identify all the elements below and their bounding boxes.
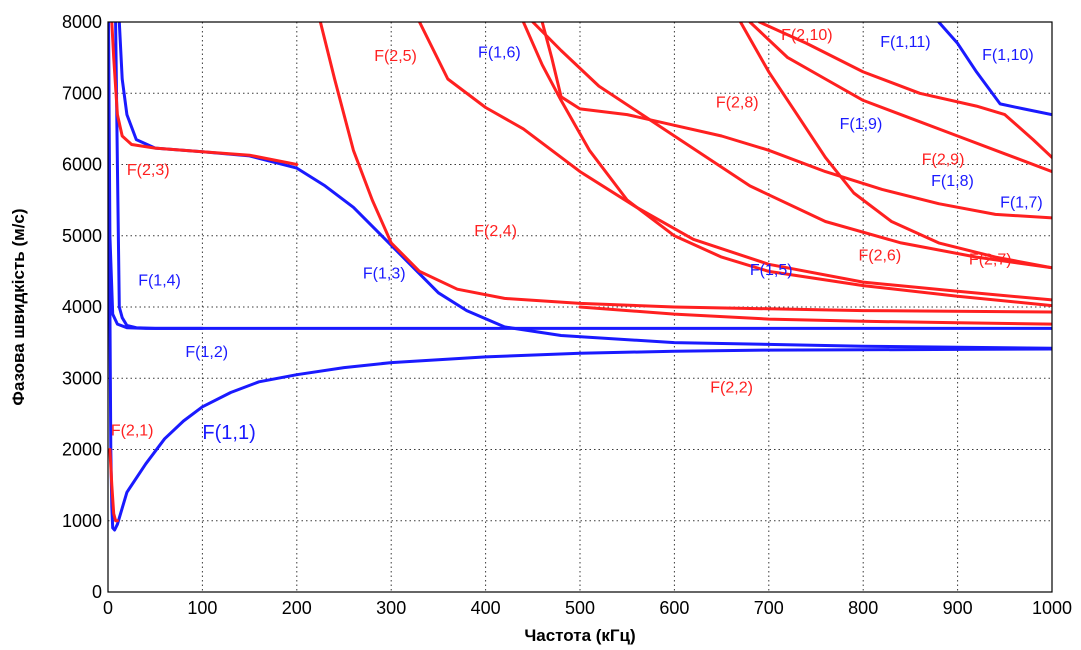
- ticks: 0 100 200 300 400 500 600 700 800 900 1000 0 1000 200…: [62, 12, 1072, 618]
- series-line-family2-11: [540, 22, 1052, 220]
- curve-label: F(2,3): [127, 162, 170, 179]
- x-tick-label: 700: [754, 598, 784, 618]
- series-line-family2-14: [757, 22, 1052, 159]
- series-line-family2-5: [108, 448, 119, 523]
- y-tick-label: 3000: [62, 368, 102, 388]
- series-line-family1-2: [114, 22, 204, 330]
- curve-label: F(1,10): [982, 47, 1034, 64]
- curve-label: F(2,10): [781, 27, 833, 44]
- y-tick-label: 1000: [62, 511, 102, 531]
- curve-label: F(1,7): [1000, 194, 1043, 211]
- series-line-family2-6: [110, 22, 299, 166]
- series-line-family1-3: [117, 22, 1052, 350]
- y-tick-label: 0: [92, 582, 102, 602]
- x-tick-label: 900: [943, 598, 973, 618]
- curve-label: F(2,8): [716, 95, 759, 112]
- x-tick-label: 0: [103, 598, 113, 618]
- series-line-family2-7: [318, 22, 1052, 314]
- curve-label: F(1,3): [363, 266, 406, 283]
- y-tick-label: 5000: [62, 226, 102, 246]
- x-tick-label: 500: [565, 598, 595, 618]
- series-line-family2-15: [578, 305, 1052, 326]
- x-tick-label: 100: [187, 598, 217, 618]
- curve-label: F(1,5): [750, 262, 793, 279]
- series-line-family2-10: [521, 22, 1052, 308]
- x-tick-label: 200: [282, 598, 312, 618]
- curve-labels: F(1,1) F(1,2) F(1,3) F(1,4) F(1,5) F(1,6) F(1,…: [111, 27, 1043, 444]
- x-tick-label: 800: [848, 598, 878, 618]
- y-tick-label: 8000: [62, 12, 102, 32]
- x-tick-label: 300: [376, 598, 406, 618]
- series-line-family2-13: [748, 22, 1052, 174]
- curve-label: F(2,5): [374, 48, 417, 65]
- curve-label: F(1,11): [880, 34, 930, 51]
- curve-label: F(1,8): [931, 173, 974, 190]
- y-tick-label: 6000: [62, 155, 102, 175]
- y-tick-label: 2000: [62, 440, 102, 460]
- y-axis-title: Фазова швидкість (м/с): [9, 208, 28, 405]
- x-tick-label: 600: [659, 598, 689, 618]
- curve-label: F(2,2): [710, 380, 753, 397]
- series-line-family1-4: [937, 22, 1052, 117]
- y-tick-label: 4000: [62, 297, 102, 317]
- x-tick-label: 1000: [1032, 598, 1072, 618]
- plot-frame: [107, 21, 1053, 593]
- curve-label: F(2,9): [922, 152, 965, 169]
- y-tick-label: 7000: [62, 83, 102, 103]
- curve-label: F(1,6): [478, 45, 521, 62]
- curve-label: F(2,6): [858, 248, 901, 265]
- curve-label: F(2,7): [969, 251, 1012, 268]
- x-axis-title: Частота (кГц): [524, 626, 635, 645]
- series-line-family2-9: [531, 22, 1052, 270]
- curve-label: F(1,9): [840, 116, 883, 133]
- curve-label: F(2,4): [474, 223, 517, 240]
- series-line-family2-12: [739, 22, 1052, 270]
- curve-label: F(1,2): [185, 344, 228, 361]
- curve-label: F(2,1): [111, 422, 154, 439]
- curve-label: F(1,4): [138, 273, 181, 290]
- x-tick-label: 400: [471, 598, 501, 618]
- curve-label: F(1,1): [202, 422, 255, 444]
- series-layer: [108, 22, 1052, 532]
